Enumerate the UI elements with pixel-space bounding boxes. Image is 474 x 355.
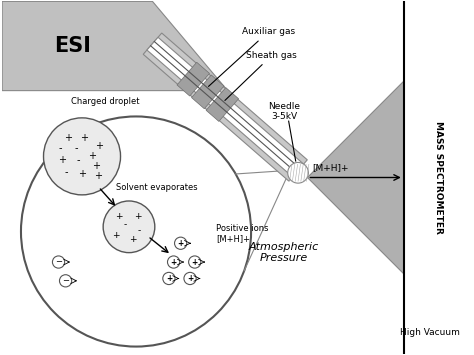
Text: -: - bbox=[123, 220, 127, 229]
Text: −: − bbox=[62, 276, 69, 285]
Text: +: + bbox=[58, 155, 66, 165]
Text: MASS SPECTROMETER: MASS SPECTROMETER bbox=[435, 121, 444, 234]
Text: +: + bbox=[134, 212, 141, 221]
Text: +: + bbox=[88, 151, 96, 162]
Text: −: − bbox=[55, 257, 62, 267]
Text: Auxiliar gas: Auxiliar gas bbox=[209, 27, 295, 86]
Text: +: + bbox=[166, 274, 172, 283]
Circle shape bbox=[53, 256, 64, 268]
Circle shape bbox=[103, 201, 155, 253]
Text: -: - bbox=[64, 167, 68, 178]
Text: +: + bbox=[187, 274, 193, 283]
Circle shape bbox=[44, 118, 120, 195]
Text: -: - bbox=[74, 143, 78, 153]
Text: Needle
3-5kV: Needle 3-5kV bbox=[268, 102, 300, 121]
Text: ESI: ESI bbox=[54, 36, 91, 56]
Text: High Vacuum: High Vacuum bbox=[400, 328, 459, 337]
Text: +: + bbox=[171, 257, 177, 267]
Text: +: + bbox=[94, 171, 102, 181]
Circle shape bbox=[59, 275, 72, 287]
Text: +: + bbox=[64, 133, 72, 143]
Polygon shape bbox=[143, 33, 307, 181]
Text: [M+H]+: [M+H]+ bbox=[312, 164, 349, 173]
Polygon shape bbox=[147, 37, 304, 177]
Text: +: + bbox=[95, 141, 103, 151]
Circle shape bbox=[167, 256, 180, 268]
Polygon shape bbox=[308, 81, 404, 274]
Circle shape bbox=[189, 256, 201, 268]
Polygon shape bbox=[2, 1, 228, 91]
Text: +: + bbox=[92, 161, 100, 171]
Text: Sheath gas: Sheath gas bbox=[225, 51, 297, 100]
Circle shape bbox=[163, 272, 175, 285]
Text: -: - bbox=[76, 155, 80, 165]
Text: -: - bbox=[138, 226, 141, 235]
Text: Solvent evaporates: Solvent evaporates bbox=[116, 182, 198, 192]
Text: +: + bbox=[80, 133, 88, 143]
Text: Positive ions
[M+H]+: Positive ions [M+H]+ bbox=[216, 224, 268, 244]
Circle shape bbox=[184, 272, 196, 285]
Text: +: + bbox=[178, 239, 184, 248]
Text: -: - bbox=[58, 143, 62, 153]
Text: +: + bbox=[115, 212, 122, 221]
Circle shape bbox=[174, 237, 187, 249]
Circle shape bbox=[288, 163, 309, 183]
Text: Charged droplet: Charged droplet bbox=[71, 97, 140, 106]
Text: +: + bbox=[129, 235, 137, 244]
Circle shape bbox=[21, 116, 251, 346]
Polygon shape bbox=[206, 88, 238, 121]
Polygon shape bbox=[191, 75, 224, 109]
Polygon shape bbox=[177, 62, 210, 96]
Text: Atmospheric
Pressure: Atmospheric Pressure bbox=[249, 242, 319, 263]
Text: +: + bbox=[112, 231, 120, 240]
Text: +: + bbox=[191, 257, 198, 267]
Text: +: + bbox=[78, 169, 86, 179]
